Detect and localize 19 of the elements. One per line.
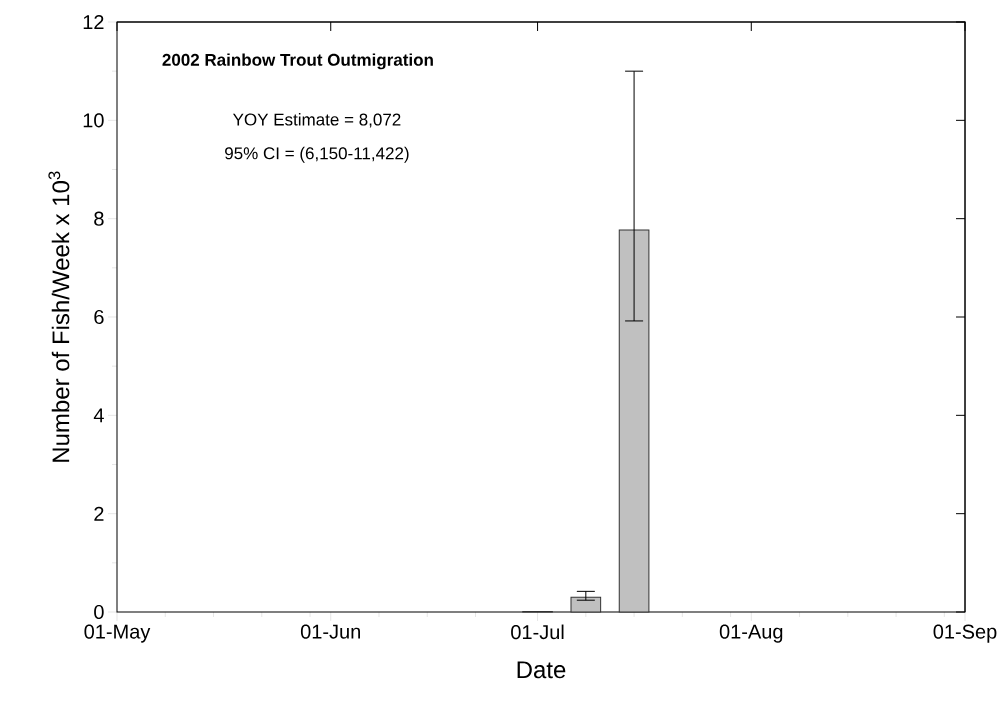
y-tick-label: 8 <box>94 211 104 226</box>
y-tick-label: 10 <box>83 113 104 128</box>
y-axis-title: Number of Fish/Week x 10$^{3}$ <box>48 171 70 462</box>
annotation: 95% CI = (6,150-11,422) <box>225 146 409 163</box>
x-axis-title: Date <box>517 661 566 679</box>
x-tick-label: 01-May <box>84 624 151 643</box>
bar <box>570 596 602 613</box>
y-tick-label: 6 <box>94 309 104 325</box>
y-tick-label: 4 <box>93 408 104 423</box>
y-tick-label: 0 <box>94 604 104 620</box>
x-tick-label: 01-Jun <box>300 624 360 639</box>
bar <box>618 229 650 613</box>
y-tick-label: 2 <box>94 506 104 521</box>
x-tick-label: 01-Sep <box>933 624 997 643</box>
y-tick-label: 12 <box>83 15 104 29</box>
text: 2002 Rainbow Trout Outmigration <box>162 53 433 70</box>
annotation: YOY Estimate = 8,072 <box>232 113 401 128</box>
x-tick-label: 01-Jul <box>511 624 564 640</box>
x-tick-label: 01-Aug <box>719 624 783 643</box>
